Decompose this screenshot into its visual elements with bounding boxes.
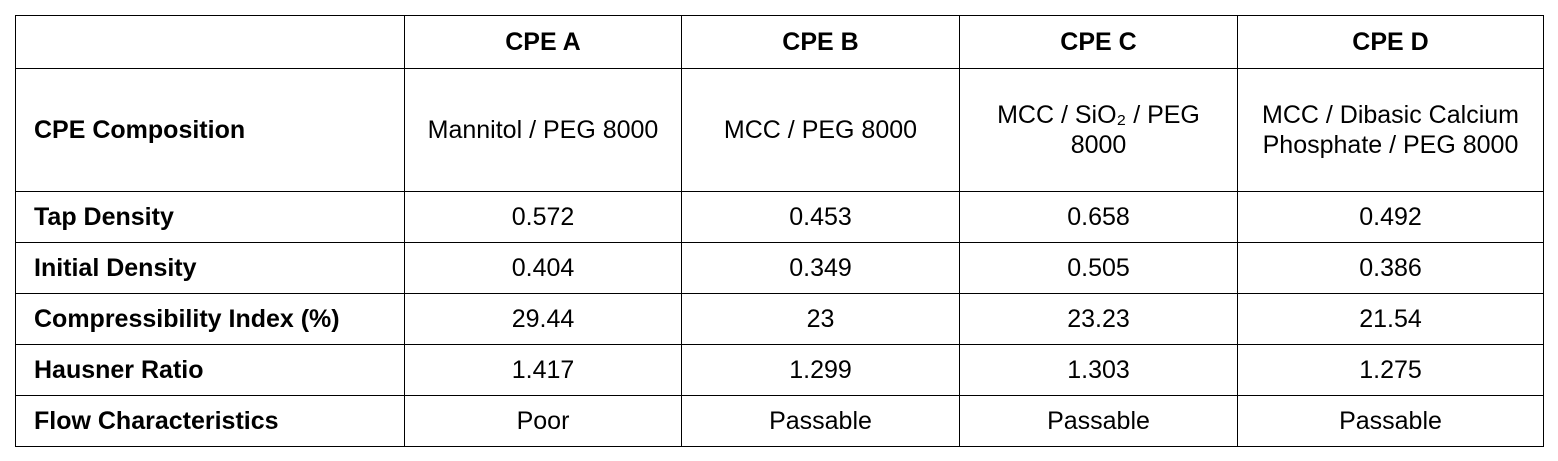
table-cell: 0.658 — [959, 191, 1238, 243]
table-cell: 0.572 — [404, 191, 682, 243]
table-cell: 0.349 — [681, 242, 960, 294]
table-row: Flow Characteristics Poor Passable Passable… — [15, 395, 1544, 447]
row-label: Compressibility Index (%) — [15, 293, 405, 345]
table-cell: MCC / Dibasic Calcium Phosphate / PEG 80… — [1237, 68, 1544, 192]
row-label: Tap Density — [15, 191, 405, 243]
table-cell: 0.492 — [1237, 191, 1544, 243]
table-cell: 0.453 — [681, 191, 960, 243]
table-cell: Passable — [681, 395, 960, 447]
table-cell: 0.386 — [1237, 242, 1544, 294]
table-row: CPE Composition Mannitol / PEG 8000 MCC / … — [15, 68, 1544, 192]
table-cell: MCC / SiO₂ / PEG 8000 — [959, 68, 1238, 192]
table-body: CPE Composition Mannitol / PEG 8000 MCC / … — [15, 68, 1544, 447]
row-label: CPE Composition — [15, 68, 405, 192]
table-cell: 0.404 — [404, 242, 682, 294]
header-row: CPE A CPE B CPE C CPE D — [15, 15, 1544, 69]
table-cell: Poor — [404, 395, 682, 447]
table-cell: MCC / PEG 8000 — [681, 68, 960, 192]
table-cell: Passable — [1237, 395, 1544, 447]
table-cell: 0.505 — [959, 242, 1238, 294]
table-cell: 1.299 — [681, 344, 960, 396]
row-label: Flow Characteristics — [15, 395, 405, 447]
column-header: CPE D — [1237, 15, 1544, 69]
column-header: CPE A — [404, 15, 682, 69]
data-table: CPE A CPE B CPE C CPE D CPE Composition Mann… — [15, 15, 1544, 447]
table-row: Compressibility Index (%) 29.44 23 23.23 21.… — [15, 293, 1544, 345]
column-header: CPE B — [681, 15, 960, 69]
corner-cell — [15, 15, 405, 69]
table-cell: Mannitol / PEG 8000 — [404, 68, 682, 192]
table-cell: 21.54 — [1237, 293, 1544, 345]
table-cell: 23.23 — [959, 293, 1238, 345]
table-cell: 23 — [681, 293, 960, 345]
table-cell: Passable — [959, 395, 1238, 447]
table-row: Tap Density 0.572 0.453 0.658 0.492 — [15, 191, 1544, 243]
row-label: Initial Density — [15, 242, 405, 294]
table-cell: 1.417 — [404, 344, 682, 396]
table-cell: 1.275 — [1237, 344, 1544, 396]
table-row: Hausner Ratio 1.417 1.299 1.303 1.275 — [15, 344, 1544, 396]
column-header: CPE C — [959, 15, 1238, 69]
row-label: Hausner Ratio — [15, 344, 405, 396]
table-row: Initial Density 0.404 0.349 0.505 0.386 — [15, 242, 1544, 294]
table-cell: 1.303 — [959, 344, 1238, 396]
table-cell: 29.44 — [404, 293, 682, 345]
